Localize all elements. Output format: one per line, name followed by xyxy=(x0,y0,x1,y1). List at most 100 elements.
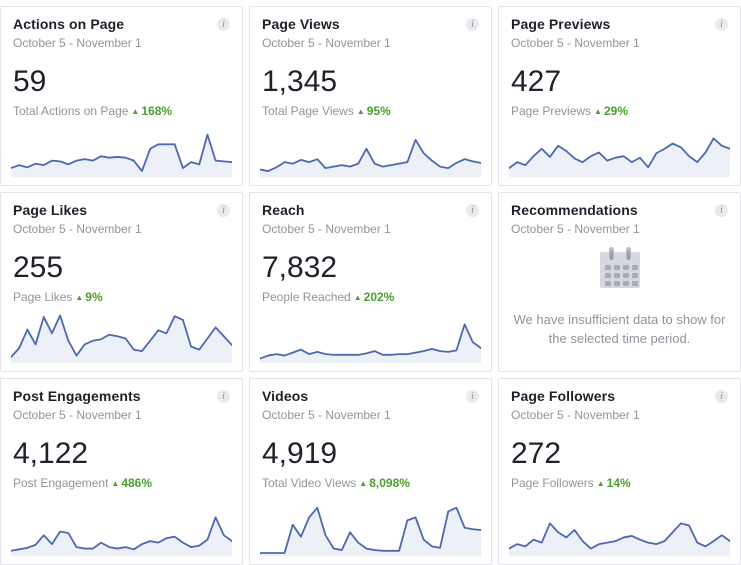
card-title: Page Views xyxy=(262,16,340,32)
sparkline-chart xyxy=(260,125,481,177)
date-range: October 5 - November 1 xyxy=(13,222,142,236)
increase-arrow-icon: ▲ xyxy=(111,479,120,488)
delta-badge: ▲ 29% xyxy=(594,104,628,118)
sparkline-chart xyxy=(11,125,232,177)
metric-line: Post Engagement ▲ 486% xyxy=(13,476,230,490)
delta-badge: ▲ 95% xyxy=(357,104,391,118)
metric-value: 4,919 xyxy=(262,437,338,470)
sparkline-chart xyxy=(260,504,481,556)
card-page-likes[interactable]: Page Likes i October 5 - November 1 255 … xyxy=(0,192,243,372)
date-range: October 5 - November 1 xyxy=(13,408,142,422)
card-header: Page Likes i xyxy=(13,202,230,218)
info-icon[interactable]: i xyxy=(466,204,479,217)
info-icon[interactable]: i xyxy=(466,18,479,31)
card-title: Page Followers xyxy=(511,388,616,404)
metric-label: Total Video Views xyxy=(262,476,357,490)
metric-label: Page Likes xyxy=(13,290,73,304)
card-recommendations[interactable]: Recommendations i October 5 - November 1… xyxy=(498,192,741,372)
delta-badge: ▲ 8,098% xyxy=(359,476,410,490)
sparkline-chart xyxy=(509,125,730,177)
date-range: October 5 - November 1 xyxy=(13,36,142,50)
metric-label: Page Followers xyxy=(511,476,594,490)
metric-value: 272 xyxy=(511,437,562,470)
metric-line: Page Likes ▲ 9% xyxy=(13,290,230,304)
calendar-icon xyxy=(599,246,640,288)
sparkline-chart xyxy=(11,311,232,363)
metric-label: Page Previews xyxy=(511,104,592,118)
delta-value: 29% xyxy=(603,104,628,118)
metric-line: Total Video Views ▲ 8,098% xyxy=(262,476,479,490)
increase-arrow-icon: ▲ xyxy=(131,107,140,116)
card-title: Page Previews xyxy=(511,16,611,32)
date-range: October 5 - November 1 xyxy=(511,222,640,236)
increase-arrow-icon: ▲ xyxy=(596,479,605,488)
card-header: Page Previews i xyxy=(511,16,728,32)
delta-value: 9% xyxy=(85,290,103,304)
card-header: Recommendations i xyxy=(511,202,728,218)
card-page-views[interactable]: Page Views i October 5 - November 1 1,34… xyxy=(249,6,492,186)
card-title: Videos xyxy=(262,388,309,404)
increase-arrow-icon: ▲ xyxy=(356,107,365,116)
card-header: Page Followers i xyxy=(511,388,728,404)
metric-value: 255 xyxy=(13,251,64,284)
delta-badge: ▲ 14% xyxy=(597,476,631,490)
metric-value: 4,122 xyxy=(13,437,89,470)
metric-label: Total Actions on Page xyxy=(13,104,129,118)
empty-message: We have insufficient data to show for th… xyxy=(513,311,726,346)
info-icon[interactable]: i xyxy=(217,390,230,403)
date-range: October 5 - November 1 xyxy=(511,36,640,50)
info-icon[interactable]: i xyxy=(715,18,728,31)
card-title: Post Engagements xyxy=(13,388,141,404)
delta-badge: ▲ 486% xyxy=(111,476,152,490)
metric-line: Total Page Views ▲ 95% xyxy=(262,104,479,118)
card-header: Actions on Page i xyxy=(13,16,230,32)
metric-label: Post Engagement xyxy=(13,476,109,490)
date-range: October 5 - November 1 xyxy=(511,408,640,422)
info-icon[interactable]: i xyxy=(715,390,728,403)
metric-value: 427 xyxy=(511,65,562,98)
metric-line: Page Followers ▲ 14% xyxy=(511,476,728,490)
date-range: October 5 - November 1 xyxy=(262,408,391,422)
info-icon[interactable]: i xyxy=(217,18,230,31)
delta-value: 486% xyxy=(121,476,153,490)
increase-arrow-icon: ▲ xyxy=(359,479,368,488)
metric-label: People Reached xyxy=(262,290,351,304)
card-actions-on-page[interactable]: Actions on Page i October 5 - November 1… xyxy=(0,6,243,186)
card-title: Actions on Page xyxy=(13,16,125,32)
delta-value: 14% xyxy=(606,476,631,490)
card-post-engagements[interactable]: Post Engagements i October 5 - November … xyxy=(0,378,243,565)
info-icon[interactable]: i xyxy=(466,390,479,403)
card-header: Reach i xyxy=(262,202,479,218)
date-range: October 5 - November 1 xyxy=(262,222,391,236)
card-videos[interactable]: Videos i October 5 - November 1 4,919 To… xyxy=(249,378,492,565)
delta-value: 95% xyxy=(366,104,391,118)
card-header: Post Engagements i xyxy=(13,388,230,404)
info-icon[interactable]: i xyxy=(217,204,230,217)
info-icon[interactable]: i xyxy=(715,204,728,217)
delta-value: 168% xyxy=(141,104,173,118)
delta-value: 202% xyxy=(363,290,395,304)
card-page-followers[interactable]: Page Followers i October 5 - November 1 … xyxy=(498,378,741,565)
card-title: Reach xyxy=(262,202,305,218)
empty-state: We have insufficient data to show for th… xyxy=(511,236,728,363)
card-header: Videos i xyxy=(262,388,479,404)
metric-value: 7,832 xyxy=(262,251,338,284)
card-reach[interactable]: Reach i October 5 - November 1 7,832 Peo… xyxy=(249,192,492,372)
metric-value: 59 xyxy=(13,65,47,98)
card-page-previews[interactable]: Page Previews i October 5 - November 1 4… xyxy=(498,6,741,186)
card-title: Recommendations xyxy=(511,202,638,218)
date-range: October 5 - November 1 xyxy=(262,36,391,50)
metric-label: Total Page Views xyxy=(262,104,354,118)
card-title: Page Likes xyxy=(13,202,88,218)
delta-badge: ▲ 9% xyxy=(75,290,102,304)
sparkline-chart xyxy=(260,311,481,363)
increase-arrow-icon: ▲ xyxy=(75,293,84,302)
delta-value: 8,098% xyxy=(369,476,410,490)
metric-line: People Reached ▲ 202% xyxy=(262,290,479,304)
metric-value: 1,345 xyxy=(262,65,338,98)
metric-line: Total Actions on Page ▲ 168% xyxy=(13,104,230,118)
sparkline-chart xyxy=(509,504,730,556)
card-header: Page Views i xyxy=(262,16,479,32)
delta-badge: ▲ 202% xyxy=(354,290,395,304)
